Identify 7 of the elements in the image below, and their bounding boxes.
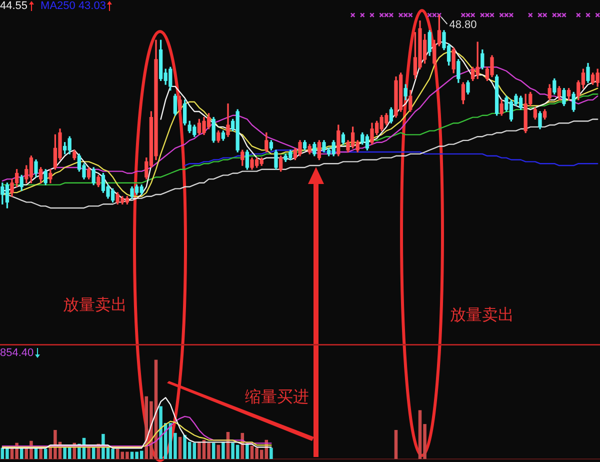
text: 854.40 xyxy=(0,347,34,359)
text: 放量卖出 xyxy=(63,295,127,314)
text: 44.55 xyxy=(0,0,28,12)
annotation: 缩量买进 xyxy=(245,387,309,406)
text: 放量卖出 xyxy=(450,305,514,324)
annotation: 48.80 xyxy=(449,19,477,32)
text: MA250 43.03 xyxy=(40,0,106,12)
